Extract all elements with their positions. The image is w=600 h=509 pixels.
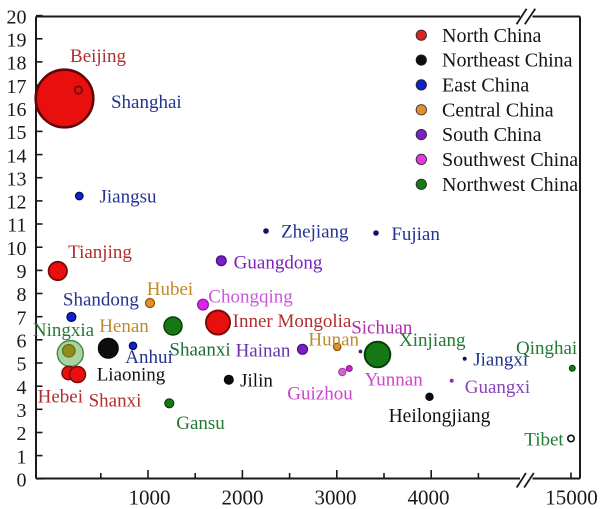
svg-text:Tibet: Tibet: [524, 429, 564, 450]
svg-text:3000: 3000: [315, 486, 357, 509]
svg-text:Inner Mongolia: Inner Mongolia: [233, 311, 352, 332]
svg-text:South China: South China: [442, 124, 542, 146]
svg-text:Heilongjiang: Heilongjiang: [389, 406, 491, 427]
svg-text:Beijing: Beijing: [70, 46, 126, 67]
svg-text:Hebei: Hebei: [38, 386, 83, 407]
svg-text:Sichuan: Sichuan: [351, 318, 413, 339]
svg-text:19: 19: [7, 30, 27, 52]
svg-text:Jiangsu: Jiangsu: [100, 186, 158, 207]
svg-text:3: 3: [17, 400, 27, 422]
svg-text:Shanghai: Shanghai: [111, 92, 182, 113]
svg-text:1000: 1000: [129, 486, 171, 509]
svg-text:1: 1: [17, 446, 27, 468]
svg-text:Hainan: Hainan: [236, 340, 291, 361]
svg-text:7: 7: [17, 307, 27, 329]
svg-text:0: 0: [17, 470, 27, 492]
svg-text:Northwest China: Northwest China: [442, 174, 578, 196]
svg-text:East China: East China: [442, 75, 529, 97]
svg-text:Gansu: Gansu: [176, 413, 225, 434]
svg-text:North China: North China: [442, 25, 542, 47]
svg-text:Henan: Henan: [99, 316, 149, 337]
svg-text:14: 14: [7, 145, 27, 167]
svg-text:20: 20: [7, 6, 27, 28]
svg-text:Liaoning: Liaoning: [97, 364, 166, 385]
svg-text:18: 18: [7, 53, 27, 75]
svg-text:2000: 2000: [222, 486, 264, 509]
svg-text:2: 2: [17, 423, 27, 445]
svg-text:Shaanxi: Shaanxi: [169, 339, 230, 360]
svg-text:Guangdong: Guangdong: [234, 252, 323, 273]
svg-text:4000: 4000: [408, 486, 450, 509]
svg-text:Yunnan: Yunnan: [365, 369, 424, 390]
svg-text:13: 13: [7, 168, 27, 190]
svg-text:Chongqing: Chongqing: [208, 286, 293, 307]
svg-text:Guizhou: Guizhou: [287, 383, 353, 404]
svg-text:Ningxia: Ningxia: [33, 320, 95, 341]
svg-text:16: 16: [7, 99, 27, 121]
svg-text:Southwest China: Southwest China: [442, 149, 578, 171]
svg-text:Hunan: Hunan: [308, 329, 359, 350]
svg-text:Jiangxi: Jiangxi: [473, 349, 528, 370]
svg-text:10: 10: [7, 238, 27, 260]
svg-text:Shanxi: Shanxi: [89, 390, 142, 411]
svg-text:Qinghai: Qinghai: [516, 338, 577, 359]
svg-text:Northeast China: Northeast China: [442, 50, 573, 72]
svg-text:Zhejiang: Zhejiang: [281, 221, 349, 242]
svg-text:11: 11: [7, 215, 26, 237]
svg-text:5: 5: [17, 354, 27, 376]
svg-text:15: 15: [7, 122, 27, 144]
svg-text:Tianjing: Tianjing: [68, 242, 132, 263]
svg-text:17: 17: [7, 76, 27, 98]
svg-text:4: 4: [17, 377, 27, 399]
svg-text:Jilin: Jilin: [240, 370, 273, 391]
svg-text:9: 9: [17, 261, 27, 283]
svg-text:Anhui: Anhui: [125, 347, 173, 368]
svg-text:Xinjiang: Xinjiang: [399, 330, 466, 351]
svg-text:Shandong: Shandong: [63, 289, 140, 310]
svg-text:Central China: Central China: [442, 99, 554, 121]
svg-text:Guangxi: Guangxi: [465, 377, 530, 398]
svg-text:8: 8: [17, 284, 27, 306]
svg-text:12: 12: [7, 192, 27, 214]
svg-text:Hubei: Hubei: [147, 279, 193, 300]
svg-text:Fujian: Fujian: [391, 224, 440, 245]
svg-text:6: 6: [17, 331, 27, 353]
svg-text:15000: 15000: [545, 486, 598, 509]
